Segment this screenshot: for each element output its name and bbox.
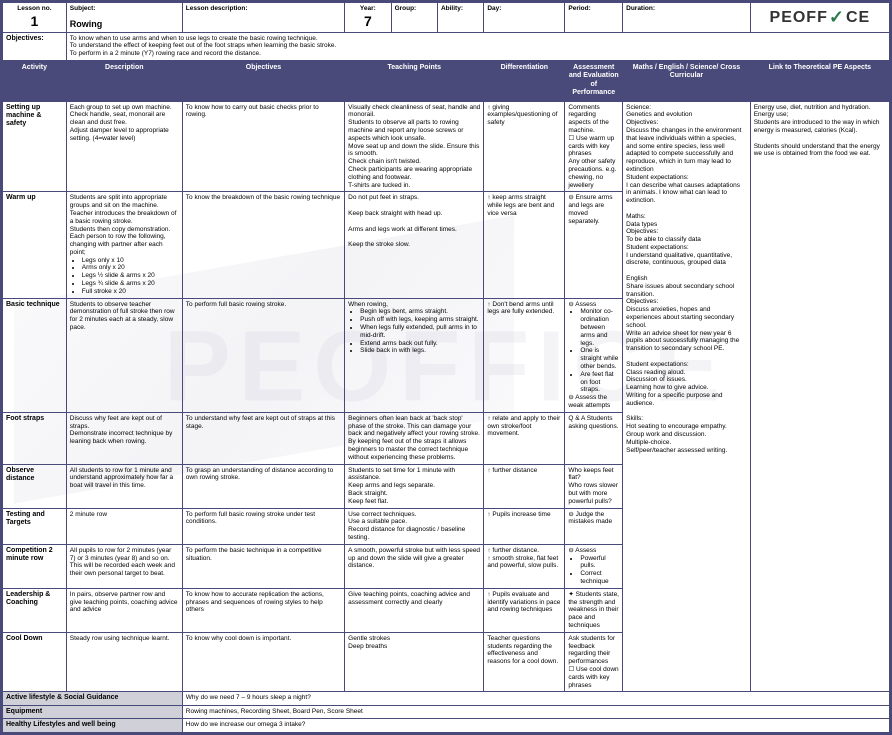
comp-desc: All pupils to row for 2 minutes (year 7)… — [66, 544, 182, 588]
testing-teach: Use correct techniques. Use a suitable p… — [345, 508, 484, 544]
cross-curricular: Science: Genetics and evolution Objectiv… — [623, 101, 751, 692]
active-text: Why do we need 7 – 9 hours sleep a night… — [182, 692, 889, 705]
setup-diff: ↑ giving examples/questioning of safety — [484, 101, 565, 192]
ability-label: Ability: — [441, 5, 480, 13]
observe-diff: ↑ further distance — [484, 464, 565, 508]
cool-diff: Teacher questions students regarding the… — [484, 632, 565, 692]
year-label: Year: — [348, 5, 387, 13]
setup-obj: To know how to carry out basic checks pr… — [182, 101, 344, 192]
check-icon: ✓ — [829, 7, 845, 29]
warmup-obj: To know the breakdown of the basic rowin… — [182, 192, 344, 298]
observe-desc: All students to row for 1 minute and und… — [66, 464, 182, 508]
col-activity: Activity — [3, 60, 67, 101]
day-label: Day: — [487, 5, 561, 13]
lesson-desc-label: Lesson description: — [186, 5, 341, 13]
equip-text: Rowing machines, Recording Sheet, Board … — [182, 705, 889, 718]
cool-teach: Gentle strokes Deep breaths — [345, 632, 484, 692]
foot-diff: ↑ relate and apply to their own stroke/f… — [484, 412, 565, 464]
col-assess: Assessment and Evaluation of Performance — [565, 60, 623, 101]
comp-obj: To perform the basic technique in a comp… — [182, 544, 344, 588]
active-label: Active lifestyle & Social Guidance — [3, 692, 183, 705]
basic-diff: ↑ Don't bend arms until legs are fully e… — [484, 298, 565, 412]
group-label: Group: — [395, 5, 434, 13]
comp-diff: ↑ further distance. ↑ smooth stroke, fla… — [484, 544, 565, 588]
lesson-plan-table: Lesson no. 1 Subject: Rowing Lesson desc… — [2, 2, 890, 733]
foot-activity: Foot straps — [3, 412, 67, 464]
cool-assess: Ask students for feedback regarding thei… — [565, 632, 623, 692]
duration-label: Duration: — [626, 5, 747, 13]
testing-diff: ↑ Pupils increase time — [484, 508, 565, 544]
lead-desc: In pairs, observe partner row and give t… — [66, 588, 182, 632]
lead-diff: ↑ Pupils evaluate and identify variation… — [484, 588, 565, 632]
testing-obj: To perform full basic rowing stroke unde… — [182, 508, 344, 544]
link-theory: Energy use, diet, nutrition and hydratio… — [750, 101, 889, 692]
comp-teach: A smooth, powerful stroke but with less … — [345, 544, 484, 588]
setup-teach: Visually check cleanliness of seat, hand… — [345, 101, 484, 192]
warmup-teach: Do not put feet in straps. Keep back str… — [345, 192, 484, 298]
objectives-label: Objectives: — [3, 32, 67, 60]
col-link: Link to Theoretical PE Aspects — [750, 60, 889, 101]
comp-activity: Competition 2 minute row — [3, 544, 67, 588]
comp-assess: ⊖ Assess Powerful pulls. Correct techniq… — [565, 544, 623, 588]
foot-obj: To understand why feet are kept out of s… — [182, 412, 344, 464]
col-description: Description — [66, 60, 182, 101]
foot-desc: Discuss why feet are kept out of straps.… — [66, 412, 182, 464]
observe-assess: Who keeps feet flat? Who rows slower but… — [565, 464, 623, 508]
subject: Rowing — [70, 19, 179, 30]
logo: PE OFF✓CE — [770, 7, 871, 29]
warmup-assess: ⊖ Ensure arms and legs are moved separat… — [565, 192, 623, 298]
objectives-text: To know when to use arms and when to use… — [66, 32, 889, 60]
foot-assess: Q & A Students asking questions. — [565, 412, 623, 464]
testing-desc: 2 minute row — [66, 508, 182, 544]
basic-obj: To perform full basic rowing stroke. — [182, 298, 344, 412]
observe-obj: To grasp an understanding of distance ac… — [182, 464, 344, 508]
period-label: Period: — [568, 5, 619, 13]
observe-teach: Students to set time for 1 minute with a… — [345, 464, 484, 508]
col-teaching: Teaching Points — [345, 60, 484, 101]
warmup-diff: ↑ keep arms straight while legs are bent… — [484, 192, 565, 298]
warmup-desc: Students are split into appropriate grou… — [66, 192, 182, 298]
lead-assess: ✦ Students state, the strength and weakn… — [565, 588, 623, 632]
observe-activity: Observe distance — [3, 464, 67, 508]
cool-activity: Cool Down — [3, 632, 67, 692]
row-setup: Setting up machine & safety Each group t… — [3, 101, 890, 192]
healthy-label: Healthy Lifestyles and well being — [3, 719, 183, 732]
lead-teach: Give teaching points, coaching advice an… — [345, 588, 484, 632]
lead-activity: Leadership & Coaching — [3, 588, 67, 632]
basic-teach: When rowing, Begin legs bent, arms strai… — [345, 298, 484, 412]
setup-desc: Each group to set up own machine. Check … — [66, 101, 182, 192]
testing-activity: Testing and Targets — [3, 508, 67, 544]
col-cross: Maths / English / Science/ Cross Curricu… — [623, 60, 751, 101]
testing-assess: ⊖ Judge the mistakes made — [565, 508, 623, 544]
setup-activity: Setting up machine & safety — [3, 101, 67, 192]
healthy-text: How do we increase our omega 3 intake? — [182, 719, 889, 732]
setup-assess: Comments regarding aspects of the machin… — [565, 101, 623, 192]
year: 7 — [348, 13, 387, 30]
warmup-activity: Warm up — [3, 192, 67, 298]
basic-desc: Students to observe teacher demonstratio… — [66, 298, 182, 412]
cool-desc: Steady row using technique learnt. — [66, 632, 182, 692]
basic-activity: Basic technique — [3, 298, 67, 412]
cool-obj: To know why cool down is important. — [182, 632, 344, 692]
lesson-no-label: Lesson no. — [6, 5, 63, 13]
col-objectives: Objectives — [182, 60, 344, 101]
lead-obj: To know how to accurate replication the … — [182, 588, 344, 632]
lesson-no: 1 — [6, 13, 63, 30]
col-diff: Differentiation — [484, 60, 565, 101]
subject-label: Subject: — [70, 5, 179, 13]
equip-label: Equipment — [3, 705, 183, 718]
foot-teach: Beginners often lean back at 'back stop'… — [345, 412, 484, 464]
basic-assess: ⊖ Assess Monitor co-ordination between a… — [565, 298, 623, 412]
